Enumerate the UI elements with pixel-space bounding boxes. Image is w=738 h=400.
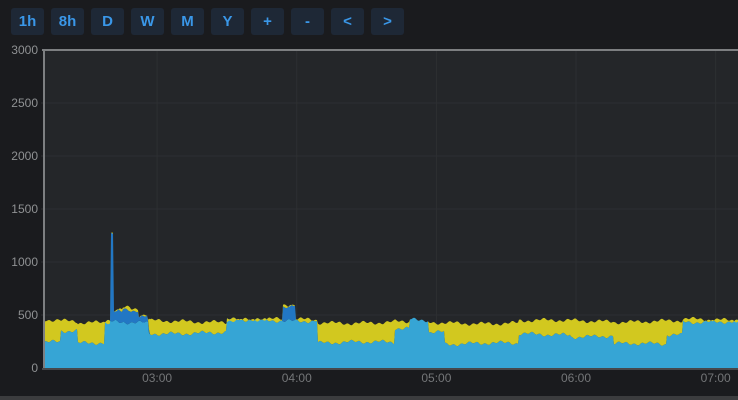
- toolbar-button-day[interactable]: D: [91, 8, 124, 35]
- x-tick-label: 05:00: [421, 371, 452, 385]
- toolbar-button-zoom-in[interactable]: +: [251, 8, 284, 35]
- toolbar-button-year[interactable]: Y: [211, 8, 244, 35]
- y-tick-label: 2000: [11, 149, 38, 163]
- x-tick-label: 06:00: [561, 371, 592, 385]
- x-tick-label: 04:00: [281, 371, 312, 385]
- x-tick-label: 07:00: [700, 371, 731, 385]
- series-cyan-area: [44, 317, 738, 368]
- series-yellow-area: [44, 232, 738, 347]
- y-tick-label: 1000: [11, 255, 38, 269]
- y-tick-label: 500: [17, 308, 38, 322]
- y-tick-label: 2500: [11, 96, 38, 110]
- toolbar-button-8h[interactable]: 8h: [51, 8, 84, 35]
- y-tick-label: 1500: [11, 202, 38, 216]
- bottom-panel-edge: [0, 396, 738, 400]
- y-tick-label: 3000: [11, 43, 38, 57]
- y-tick-label: 0: [31, 361, 38, 375]
- toolbar-button-month[interactable]: M: [171, 8, 204, 35]
- toolbar-button-pan-left[interactable]: <: [331, 8, 364, 35]
- x-tick-label: 03:00: [142, 371, 173, 385]
- toolbar-button-week[interactable]: W: [131, 8, 164, 35]
- toolbar-button-1h[interactable]: 1h: [11, 8, 44, 35]
- time-range-toolbar: 1h 8h D W M Y + - < >: [11, 8, 404, 35]
- toolbar-button-zoom-out[interactable]: -: [291, 8, 324, 35]
- toolbar-button-pan-right[interactable]: >: [371, 8, 404, 35]
